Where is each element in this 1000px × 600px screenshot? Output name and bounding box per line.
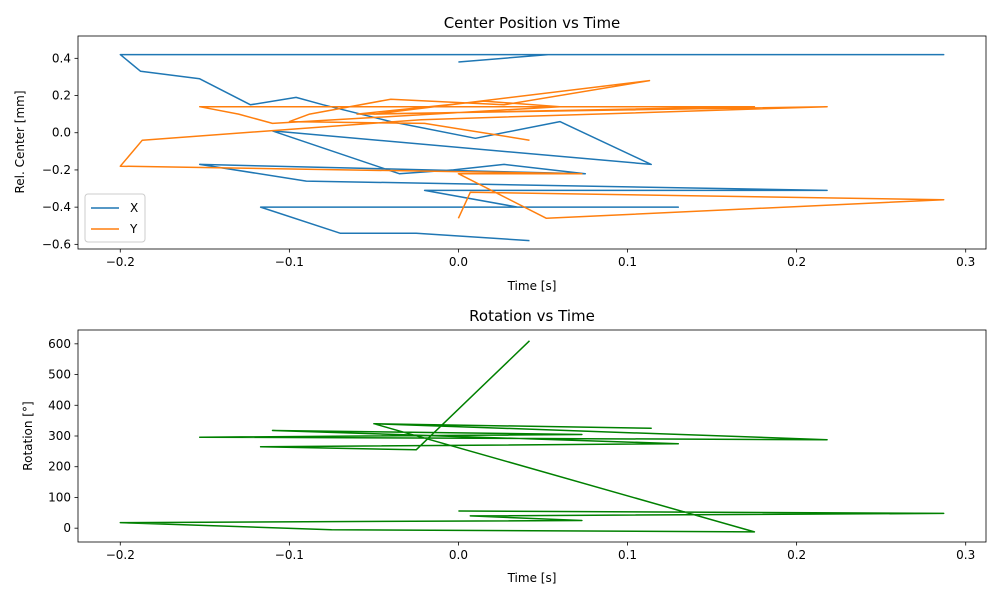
x-axis-label: Time [s] (507, 571, 557, 585)
y-tick-label: −0.2 (42, 163, 71, 177)
x-tick-label: 0.1 (618, 548, 637, 562)
legend-label-y: Y (129, 222, 138, 236)
y-tick-label: 0.4 (52, 51, 71, 65)
y-axis: 0 100 200 300 400 500 600 (48, 337, 78, 535)
y-tick-label: −0.4 (42, 200, 71, 214)
chart-title: Center Position vs Time (444, 14, 621, 32)
y-tick-label: 0.2 (52, 89, 71, 103)
x-tick-label: 0.1 (618, 255, 637, 269)
series-line-y (119, 79, 945, 220)
plot-area (119, 53, 945, 242)
x-tick-label: 0.2 (787, 548, 806, 562)
y-tick-label: −0.6 (42, 237, 71, 251)
chart-title: Rotation vs Time (469, 307, 595, 325)
x-tick-label: −0.2 (106, 255, 135, 269)
x-tick-label: −0.1 (275, 255, 304, 269)
x-tick-label: −0.2 (106, 548, 135, 562)
y-tick-label: 600 (48, 337, 71, 351)
y-tick-label: 200 (48, 460, 71, 474)
x-tick-label: −0.1 (275, 548, 304, 562)
legend: X Y (84, 193, 146, 243)
y-tick-label: 0.0 (52, 126, 71, 140)
y-tick-label: 0 (63, 521, 71, 535)
x-axis: −0.2 −0.1 0.0 0.1 0.2 0.3 (106, 249, 975, 269)
x-tick-label: 0.0 (449, 255, 468, 269)
x-tick-label: 0.0 (449, 548, 468, 562)
y-tick-label: 500 (48, 368, 71, 382)
legend-label-x: X (130, 201, 138, 215)
plot-area (119, 340, 945, 533)
x-axis-label: Time [s] (507, 279, 557, 293)
y-tick-label: 400 (48, 398, 71, 412)
axes-frame (77, 35, 987, 250)
series-line-x (119, 53, 945, 242)
series-line-0 (119, 340, 945, 533)
y-tick-label: 300 (48, 429, 71, 443)
y-axis-label: Rotation [°] (21, 401, 35, 470)
axes-frame (77, 329, 987, 543)
x-tick-label: 0.3 (956, 548, 975, 562)
x-tick-label: 0.2 (787, 255, 806, 269)
y-axis-label: Rel. Center [mm] (13, 90, 27, 193)
center-position-panel: Center Position vs Time −0.2 −0.1 0.0 0.1 0.… (13, 14, 987, 293)
y-tick-label: 100 (48, 490, 71, 504)
legend-box (84, 193, 146, 243)
x-tick-label: 0.3 (956, 255, 975, 269)
y-axis: −0.6 −0.4 −0.2 0.0 0.2 0.4 (42, 51, 78, 251)
rotation-panel: Rotation vs Time −0.2 −0.1 0.0 0.1 0.2 0.3 0 1… (21, 307, 987, 585)
x-axis: −0.2 −0.1 0.0 0.1 0.2 0.3 (106, 542, 975, 562)
